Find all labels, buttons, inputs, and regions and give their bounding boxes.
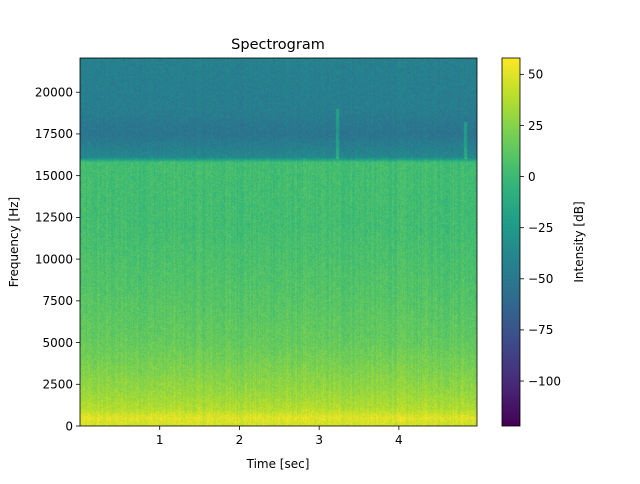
y-tick-label: 10000 <box>35 252 73 266</box>
spectrogram-image <box>80 58 477 426</box>
x-tick-label: 3 <box>315 433 323 447</box>
colorbar: 50 25 0 −25 −50 −75 −100 <box>501 57 561 427</box>
x-tick-label: 4 <box>395 433 403 447</box>
colorbar-tick-label: 50 <box>528 68 543 82</box>
x-axis: 1 2 3 4 <box>156 426 403 447</box>
y-tick-label: 12500 <box>35 211 73 225</box>
colorbar-tick-label: −100 <box>528 374 561 388</box>
x-axis-label: Time [sec] <box>246 457 310 471</box>
colorbar-tick-label: 0 <box>528 170 536 184</box>
plot-area <box>79 57 478 427</box>
y-tick-label: 7500 <box>42 294 73 308</box>
colorbar-tick-label: −25 <box>528 221 553 235</box>
y-tick-label: 0 <box>65 419 73 433</box>
colorbar-tick-label: −75 <box>528 323 553 337</box>
colorbar-tick-label: −50 <box>528 272 553 286</box>
colorbar-label: Intensity [dB] <box>572 201 586 282</box>
x-tick-label: 2 <box>236 433 244 447</box>
y-tick-label: 2500 <box>42 378 73 392</box>
x-tick-label: 1 <box>156 433 164 447</box>
colorbar-gradient <box>502 58 520 426</box>
plot-frame <box>79 57 478 427</box>
y-tick-label: 20000 <box>35 86 73 100</box>
colorbar-frame <box>501 57 521 427</box>
y-axis-label: Frequency [Hz] <box>7 197 21 288</box>
colorbar-tick-label: 25 <box>528 119 543 133</box>
chart-title: Spectrogram <box>231 37 325 53</box>
y-axis: 0 2500 5000 7500 10000 12500 15000 17500 20000 <box>35 86 80 433</box>
y-tick-label: 5000 <box>42 336 73 350</box>
y-tick-label: 15000 <box>35 169 73 183</box>
y-tick-label: 17500 <box>35 127 73 141</box>
